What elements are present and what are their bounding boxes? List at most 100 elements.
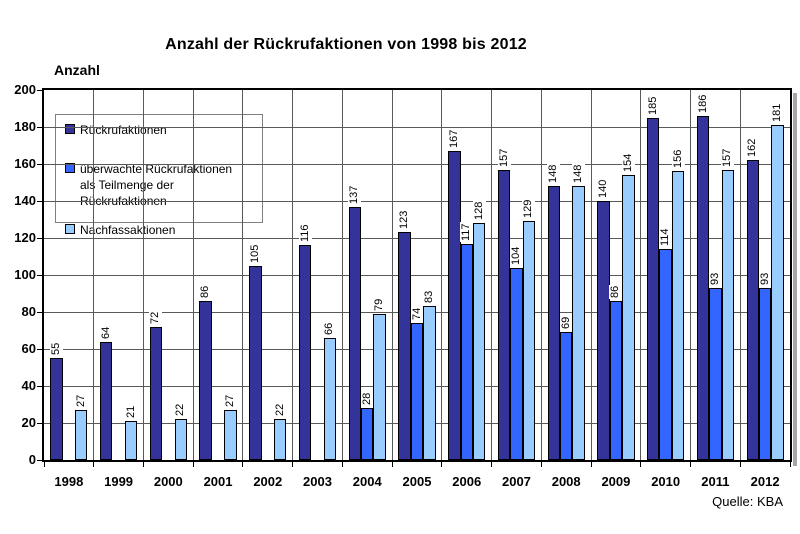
gridline-horizontal — [44, 200, 790, 202]
y-tick-label: 80 — [21, 304, 36, 319]
y-tick-label: 160 — [14, 156, 36, 171]
bar-2004-series1 — [348, 206, 362, 460]
bar-value-label: 72 — [149, 310, 163, 325]
legend-item-rueckrufaktionen: Rückrufaktionen — [65, 122, 262, 138]
y-tick-label: 100 — [14, 267, 36, 282]
gridline-vertical — [739, 90, 741, 460]
gridline-vertical — [242, 90, 244, 460]
bar-value-label: 86 — [609, 284, 623, 299]
x-tick-label: 2003 — [303, 474, 332, 489]
bar-2006-series2 — [460, 243, 473, 460]
gridline-vertical — [491, 90, 493, 460]
bar-value-label: 55 — [49, 342, 63, 357]
bar-value-label: 28 — [360, 391, 374, 407]
bar-2006-series3 — [472, 223, 486, 460]
bar-value-label: 148 — [572, 163, 586, 185]
gridline-vertical — [142, 90, 144, 460]
gridline-vertical — [391, 90, 393, 460]
x-tick-label: 2012 — [750, 474, 780, 489]
gridline-vertical — [192, 90, 194, 460]
bar-2012-series2 — [758, 287, 772, 460]
x-axis-tick — [540, 462, 542, 467]
bar-2009-series3 — [622, 175, 635, 460]
x-tick-label: 2009 — [601, 474, 631, 489]
bar-value-label: 129 — [522, 199, 536, 220]
gridline-horizontal — [44, 163, 790, 165]
y-axis-tick — [37, 163, 42, 165]
bar-2002-series3 — [274, 419, 287, 460]
bar-2007-series1 — [497, 169, 511, 460]
legend-label-line1: überwachte Rückrufaktionen — [80, 162, 233, 176]
bar-value-label: 148 — [547, 163, 561, 185]
bar-value-label: 123 — [398, 210, 412, 231]
bar-2011-series2 — [709, 287, 722, 460]
bar-value-label: 157 — [721, 147, 735, 168]
bar-value-label: 104 — [509, 245, 523, 266]
legend-label-nachfassaktionen: Nachfassaktionen — [80, 223, 176, 237]
chart-title: Anzahl der Rückrufaktionen von 1998 bis … — [165, 36, 527, 53]
bar-2009-series2 — [609, 300, 623, 460]
bar-value-label: 69 — [559, 316, 573, 331]
bar-value-label: 140 — [597, 178, 611, 199]
bar-2008-series3 — [572, 186, 585, 460]
bar-value-label: 74 — [410, 306, 424, 322]
y-tick-label: 120 — [14, 230, 36, 245]
bar-value-label: 186 — [696, 93, 710, 114]
legend-swatch-rueckrufaktionen — [65, 124, 75, 134]
bar-2005-series3 — [423, 306, 436, 460]
bar-value-label: 167 — [447, 128, 461, 150]
bar-2008-series1 — [547, 186, 560, 460]
x-axis-tick — [341, 462, 343, 467]
bar-2011-series1 — [696, 115, 710, 460]
x-axis-tick — [789, 462, 791, 467]
y-axis-tick — [37, 237, 42, 239]
bar-value-label: 64 — [99, 325, 113, 340]
bar-2011-series3 — [721, 169, 734, 460]
y-axis-tick — [37, 422, 42, 424]
bar-2010-series2 — [659, 249, 672, 460]
bar-value-label: 117 — [460, 222, 474, 242]
bar-value-label: 114 — [659, 227, 673, 248]
bar-2012-series3 — [771, 125, 784, 460]
x-tick-label: 1998 — [54, 474, 84, 489]
bar-2010-series3 — [671, 171, 685, 460]
y-tick-label: 140 — [14, 193, 36, 208]
x-tick-label: 1999 — [104, 474, 134, 489]
x-axis-tick — [43, 462, 45, 467]
gridline-horizontal — [44, 237, 790, 239]
legend-item-nachfassaktionen: Nachfassaktionen — [65, 222, 262, 238]
bar-1998-series1 — [50, 358, 63, 460]
y-axis-tick — [37, 385, 42, 387]
gridline-vertical — [292, 90, 294, 460]
bar-value-label: 21 — [124, 404, 138, 420]
gridline-horizontal — [44, 126, 790, 128]
bar-value-label: 93 — [758, 271, 772, 286]
bar-2006-series1 — [448, 151, 461, 460]
bar-2000-series1 — [149, 326, 163, 460]
bar-value-label: 22 — [273, 403, 287, 418]
bar-value-label: 157 — [497, 147, 511, 168]
y-axis-title: Anzahl — [54, 62, 100, 78]
bar-value-label: 27 — [74, 393, 88, 409]
y-tick-label: 60 — [21, 341, 36, 356]
x-tick-label: 2000 — [153, 474, 183, 489]
bar-value-label: 22 — [174, 403, 188, 418]
bar-2007-series3 — [522, 221, 536, 460]
bar-value-label: 137 — [348, 184, 362, 205]
bar-2001-series1 — [199, 300, 212, 460]
bar-value-label: 162 — [746, 137, 760, 159]
y-tick-label: 40 — [21, 378, 36, 393]
y-tick-label: 180 — [14, 119, 36, 134]
plot-area-shadow — [793, 93, 797, 466]
legend-swatch-ueberwachte-rueckrufaktionen — [65, 163, 75, 173]
source-label: Quelle: KBA — [712, 494, 783, 509]
x-tick-label: 2002 — [253, 474, 283, 489]
x-tick-label: 2008 — [551, 474, 581, 489]
y-axis-tick — [37, 126, 42, 128]
bar-2002-series1 — [249, 265, 262, 460]
bar-value-label: 79 — [373, 297, 387, 312]
y-axis-tick — [37, 459, 42, 461]
y-axis-tick — [37, 89, 42, 91]
bar-value-label: 93 — [708, 271, 722, 286]
